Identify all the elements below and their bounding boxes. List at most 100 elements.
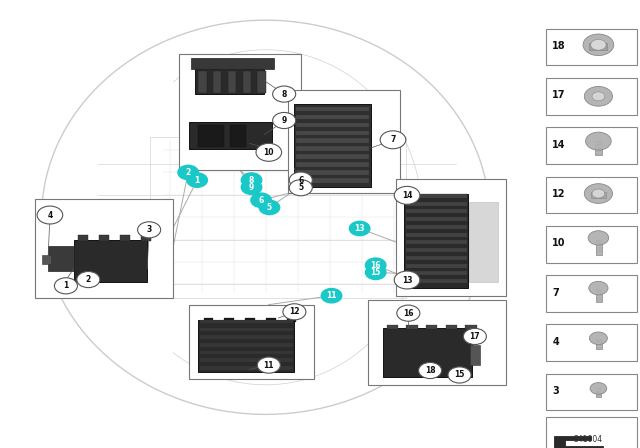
Bar	[230, 125, 246, 147]
Circle shape	[178, 165, 198, 180]
Bar	[596, 288, 602, 302]
Bar	[546, 78, 637, 115]
Circle shape	[592, 92, 605, 101]
Circle shape	[273, 86, 296, 102]
Bar	[189, 122, 272, 149]
Text: 341004: 341004	[573, 435, 602, 444]
Bar	[296, 146, 369, 151]
Circle shape	[448, 367, 471, 383]
Circle shape	[241, 180, 262, 194]
Circle shape	[589, 281, 608, 295]
Text: 8: 8	[282, 90, 287, 99]
Text: 18: 18	[552, 41, 566, 51]
Bar	[406, 241, 467, 245]
Bar	[200, 335, 293, 339]
Bar	[296, 170, 369, 175]
Bar	[368, 300, 506, 385]
Bar	[225, 318, 234, 322]
Bar	[546, 324, 637, 361]
Circle shape	[591, 39, 606, 50]
Text: 7: 7	[552, 288, 559, 297]
Bar	[546, 374, 637, 410]
Text: 7: 7	[390, 135, 396, 144]
Bar	[387, 325, 398, 329]
Bar	[596, 388, 601, 397]
Bar	[546, 275, 637, 312]
Text: 5: 5	[298, 183, 303, 192]
Bar	[406, 233, 467, 237]
Bar	[470, 345, 480, 365]
Bar	[589, 43, 607, 50]
Text: 18: 18	[425, 366, 435, 375]
Circle shape	[257, 357, 280, 373]
Bar	[191, 58, 274, 69]
Bar	[48, 246, 74, 271]
Text: 11: 11	[326, 291, 337, 300]
Circle shape	[397, 305, 420, 321]
Bar	[189, 305, 314, 379]
Bar	[35, 199, 173, 298]
Bar	[406, 271, 467, 276]
Bar	[406, 279, 467, 283]
Bar	[469, 202, 498, 282]
Circle shape	[419, 362, 442, 379]
Bar	[74, 240, 147, 282]
Text: 4: 4	[47, 211, 52, 220]
Text: 12: 12	[289, 307, 300, 316]
Text: 6: 6	[298, 176, 303, 185]
Circle shape	[54, 278, 77, 294]
Circle shape	[583, 34, 614, 56]
Bar	[445, 325, 457, 329]
Bar	[596, 238, 602, 255]
Circle shape	[256, 143, 282, 161]
Text: 15: 15	[371, 268, 381, 277]
Bar	[198, 125, 224, 147]
Circle shape	[259, 200, 280, 215]
Text: 10: 10	[552, 238, 566, 248]
Text: 16: 16	[403, 309, 413, 318]
Text: 5: 5	[267, 203, 272, 212]
Text: 3: 3	[552, 386, 559, 396]
Bar	[213, 71, 221, 93]
Bar	[406, 256, 467, 260]
Bar	[406, 210, 467, 214]
Bar	[406, 263, 467, 267]
Circle shape	[380, 131, 406, 149]
Bar	[243, 71, 251, 93]
Circle shape	[365, 258, 386, 272]
Bar	[406, 225, 467, 229]
Bar	[200, 343, 293, 347]
Text: 1: 1	[195, 176, 200, 185]
Circle shape	[77, 271, 100, 288]
Text: 16: 16	[371, 261, 381, 270]
Bar	[296, 130, 369, 135]
Bar	[546, 29, 637, 65]
Text: 2: 2	[186, 168, 191, 177]
Bar	[296, 155, 369, 159]
Text: 11: 11	[264, 361, 274, 370]
Text: 17: 17	[552, 90, 566, 100]
Bar	[200, 320, 293, 323]
Bar	[198, 71, 207, 93]
Polygon shape	[554, 436, 603, 448]
Bar	[287, 318, 296, 322]
Circle shape	[289, 180, 312, 196]
Bar	[465, 325, 477, 329]
Circle shape	[592, 189, 605, 198]
Bar	[383, 328, 472, 377]
Text: 1: 1	[63, 281, 68, 290]
Bar	[546, 417, 637, 448]
Circle shape	[283, 304, 306, 320]
Bar	[200, 366, 293, 370]
Text: 9: 9	[282, 116, 287, 125]
Text: 12: 12	[552, 189, 566, 199]
Bar	[266, 318, 275, 322]
Bar	[179, 54, 301, 170]
Bar	[198, 320, 294, 372]
Text: 6: 6	[259, 196, 264, 205]
Bar	[546, 127, 637, 164]
Text: 14: 14	[402, 191, 412, 200]
Circle shape	[273, 112, 296, 129]
Text: 17: 17	[470, 332, 480, 341]
Circle shape	[584, 184, 612, 203]
